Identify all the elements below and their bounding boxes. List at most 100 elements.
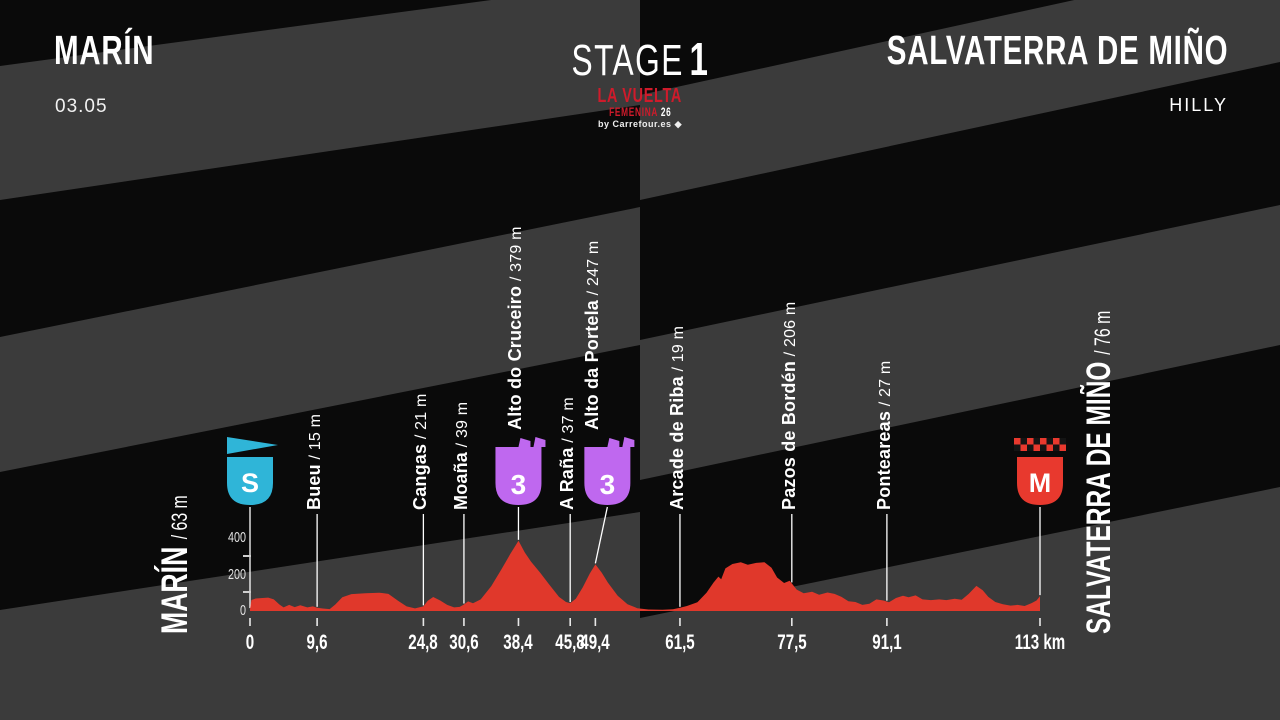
logo-line1: LA VUELTA: [597, 85, 683, 107]
finish-checker-icon: [1020, 438, 1027, 445]
badge-letter: S: [241, 468, 259, 498]
x-axis-label: 91,1: [872, 631, 902, 654]
finish-vertical-elevation: / 76 m: [1090, 310, 1115, 355]
waypoint-name: Bueu: [304, 464, 325, 510]
x-axis-label: 0: [245, 631, 255, 654]
x-axis-label: 113 km: [1014, 631, 1066, 654]
waypoint-label: Pazos de Bordén / 206 m: [779, 302, 801, 510]
sponsor-line: by Carrefour.es: [598, 119, 672, 130]
logo-line2: FEMENINA: [608, 107, 658, 119]
start-badge: [227, 457, 273, 505]
stage-date: 03.05: [55, 96, 108, 117]
waypoint-name: Moaña: [450, 451, 471, 510]
finish-checker-icon: [1033, 444, 1040, 451]
category-3-climb-badge: [584, 447, 631, 505]
x-axis-label: 38,4: [503, 631, 534, 654]
finish-town-title: SALVATERRA DE MIÑO: [754, 30, 1228, 71]
x-axis-label: 9,6: [306, 631, 328, 654]
waypoint-label: Ponteareas / 27 m: [874, 361, 896, 510]
stage-heading: STAGE 1: [0, 32, 1280, 86]
finish-town-title-text: SALVATERRA DE MIÑO: [886, 27, 1228, 73]
finish-checker-icon: [1046, 438, 1053, 445]
y-axis-label: 200: [227, 565, 246, 583]
finish-checker-icon: [1040, 444, 1047, 451]
finish-checker-icon: [1059, 438, 1066, 445]
finish-checker-icon: [1059, 444, 1066, 451]
finish-checker-icon: [1014, 444, 1021, 451]
waypoint-name: Pazos de Bordén: [778, 360, 799, 510]
waypoint-name: Arcade de Riba: [666, 376, 687, 510]
waypoint-name: Alto do Cruceiro: [505, 285, 526, 430]
x-axis-label: 61,5: [665, 631, 695, 654]
y-axis-label: 400: [227, 529, 246, 546]
waypoint-line: [594, 506, 608, 564]
start-pennant-icon: [227, 437, 278, 454]
waypoint-name: Alto da Portela: [582, 299, 603, 430]
waypoint-elevation: / 379 m: [508, 226, 526, 286]
stage-type-label: HILLY: [1169, 95, 1228, 115]
x-axis-label: 45,8: [555, 631, 585, 654]
finish-checker-icon: [1033, 438, 1040, 445]
finish-checker-icon: [1014, 438, 1021, 445]
waypoint-elevation: / 27 m: [876, 360, 894, 411]
stage-number: 1: [689, 33, 709, 85]
finish-checker-icon: [1027, 444, 1034, 451]
waypoint-elevation: / 206 m: [781, 301, 799, 361]
waypoint-elevation: / 19 m: [669, 325, 687, 377]
waypoint-name: A Raña: [557, 447, 578, 510]
waypoint-label: Arcade de Riba / 19 m: [667, 326, 689, 510]
finish-badge: [1017, 457, 1063, 505]
waypoint-label: Bueu / 15 m: [304, 414, 326, 510]
logo-year: 26: [660, 107, 672, 119]
waypoint-label: Alto do Cruceiro / 379 m: [505, 226, 527, 430]
start-vertical-label: MARÍN / 63 m: [154, 441, 195, 634]
category-3-climb-badge: [495, 447, 542, 505]
waypoint-label: Moaña / 39 m: [451, 402, 473, 510]
waypoint-elevation: / 21 m: [413, 393, 431, 444]
climb-flag-icon: [518, 438, 531, 447]
y-axis-label: 0: [239, 602, 246, 619]
finish-checker-icon: [1040, 438, 1047, 445]
finish-checker-icon: [1027, 438, 1034, 445]
diagonal-stripe: [0, 0, 640, 200]
x-axis-label: 30,6: [449, 631, 479, 654]
carrefour-logo-icon: ◆: [674, 119, 682, 130]
la-vuelta-femenina-logo: LA VUELTA FEMENINA 26 by Carrefour.es ◆: [0, 86, 1280, 130]
climb-flag-icon: [607, 438, 620, 447]
waypoint-elevation: / 39 m: [453, 401, 471, 452]
start-town-title-text: MARÍN: [54, 27, 155, 73]
x-axis-label: 49,4: [580, 631, 611, 654]
x-axis-label: 77,5: [777, 631, 807, 654]
waypoint-name: Ponteareas: [873, 410, 894, 510]
waypoint-label: Alto da Portela / 247 m: [582, 241, 604, 430]
climb-flag-icon: [622, 437, 635, 447]
waypoint-elevation: / 247 m: [585, 240, 603, 300]
diagonal-stripe: [0, 207, 640, 472]
diagonal-stripe: [0, 512, 640, 720]
waypoint-elevation: / 37 m: [560, 397, 578, 448]
start-town-title: MARÍN: [54, 30, 193, 71]
x-axis-label: 24,8: [408, 631, 439, 654]
finish-checker-icon: [1046, 444, 1053, 451]
finish-checker-icon: [1020, 444, 1027, 451]
climb-flag-icon: [533, 437, 546, 447]
diagonal-stripe: [640, 0, 1280, 200]
start-vertical-elevation: / 63 m: [167, 495, 192, 540]
diagonal-stripe: [640, 205, 1280, 480]
waypoint-name: Cangas: [410, 443, 431, 510]
finish-vertical-label: SALVATERRA DE MIÑO / 76 m: [1080, 185, 1118, 634]
waypoint-elevation: / 15 m: [307, 413, 325, 465]
start-vertical-name: MARÍN: [154, 546, 195, 634]
stage-word: STAGE: [571, 36, 685, 85]
finish-vertical-name: SALVATERRA DE MIÑO: [1080, 361, 1118, 634]
elevation-profile-area: [250, 540, 1040, 611]
badge-letter: 3: [600, 469, 616, 500]
finish-checker-icon: [1053, 438, 1060, 445]
finish-checker-icon: [1053, 444, 1060, 451]
badge-letter: 3: [511, 469, 527, 500]
waypoint-label: Cangas / 21 m: [410, 393, 432, 510]
badge-letter: M: [1029, 468, 1052, 498]
